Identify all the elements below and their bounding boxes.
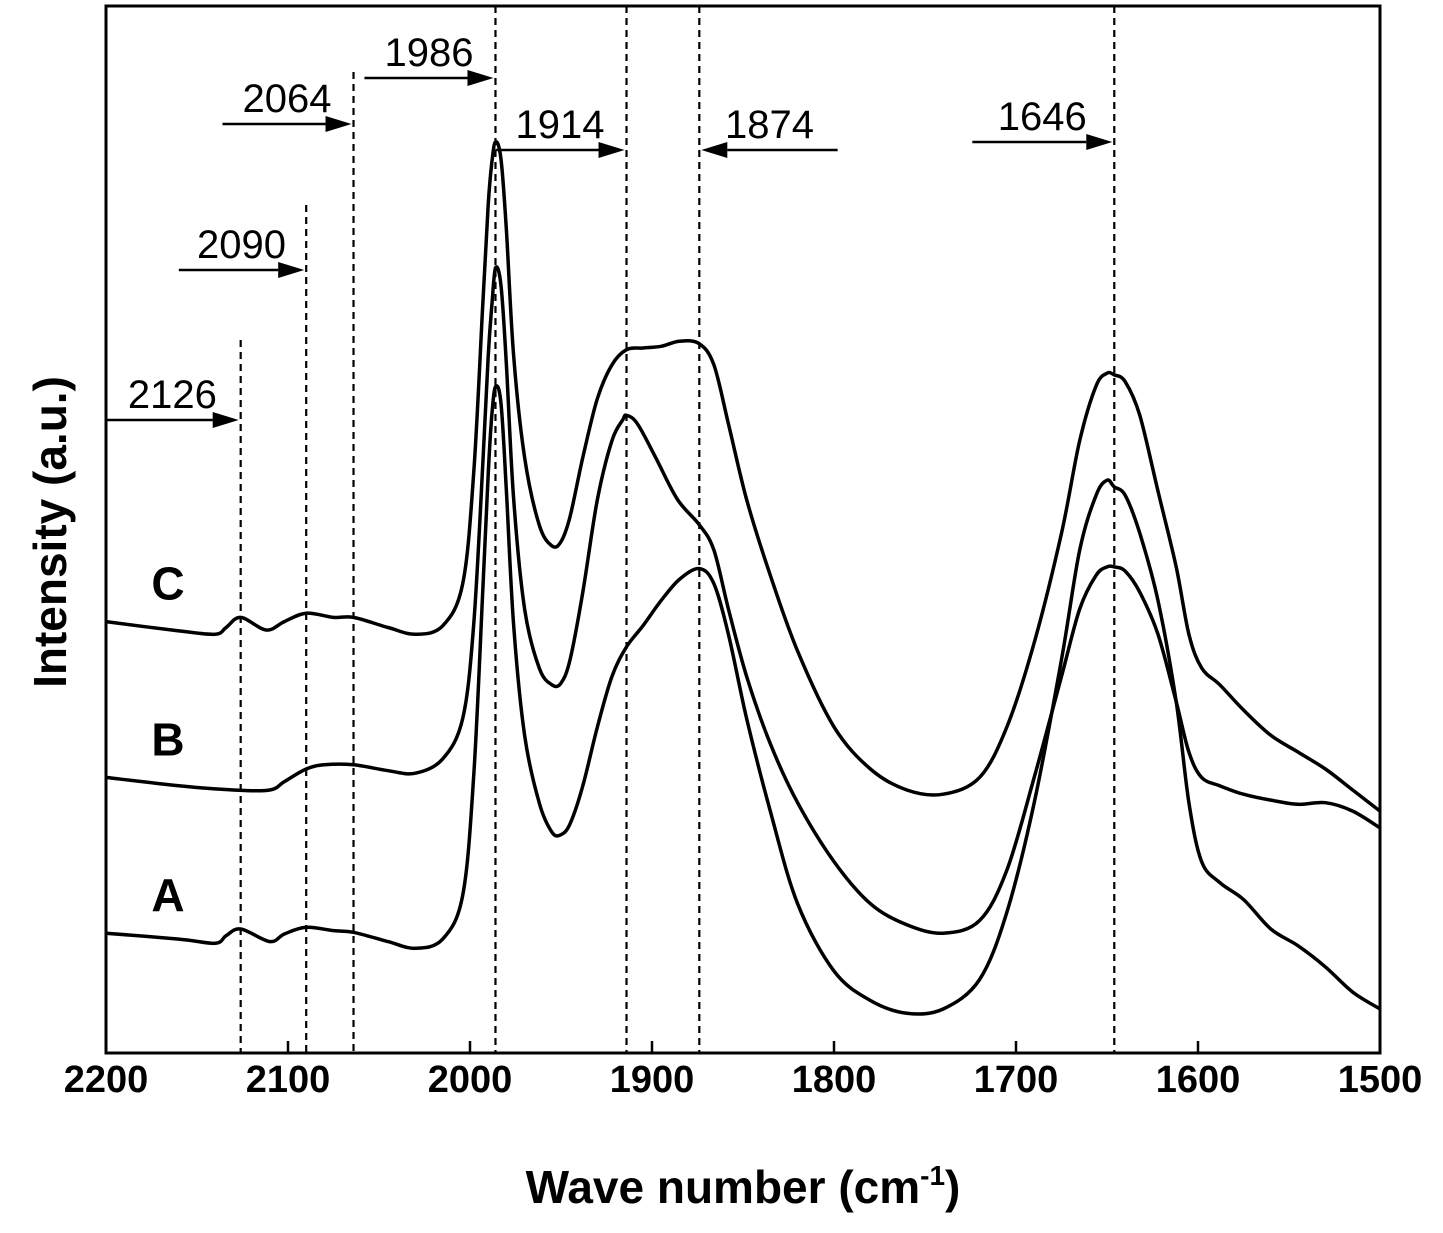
x-axis-title: Wave number (cm-1) (526, 1160, 961, 1213)
arrow-head-1646 (1086, 134, 1113, 150)
spectrum-curve-B (105, 265, 1381, 935)
peak-label-1986: 1986 (384, 31, 473, 75)
arrow-head-1914 (598, 142, 625, 158)
arrow-head-1874 (701, 142, 728, 158)
peak-label-2126: 2126 (128, 373, 217, 417)
plot-frame (104, 4, 1382, 1055)
arrow-head-2064 (325, 116, 352, 132)
peak-label-1874: 1874 (725, 103, 814, 147)
x-tick-label-2000: 2000 (428, 1059, 513, 1101)
curve-label-B: B (151, 713, 184, 765)
x-tick-label-1800: 1800 (792, 1059, 877, 1101)
x-tick-label-2200: 2200 (64, 1059, 149, 1101)
y-axis-title: Intensity (a.u.) (24, 376, 76, 688)
curve-labels: A B C (151, 558, 184, 922)
plot-area: 2126 2090 2064 1986 1914 1874 1646 A B C 2200 210… (64, 4, 1423, 1101)
reference-lines: 2126 2090 2064 1986 1914 1874 1646 (106, 6, 1116, 1053)
x-tick-label-1900: 1900 (610, 1059, 695, 1101)
x-tick-label-1600: 1600 (1156, 1059, 1241, 1101)
x-axis-title-main: Wave number (cm (526, 1161, 921, 1213)
arrow-head-2090 (278, 262, 305, 278)
arrow-head-2126 (212, 412, 239, 428)
curve-label-C: C (151, 558, 184, 610)
spectrum-curve-C (105, 139, 1382, 813)
spectrum-curve-A (105, 384, 1381, 1016)
x-tick-label-2100: 2100 (246, 1059, 331, 1101)
x-axis-title-superscript: -1 (920, 1160, 945, 1191)
spectrum-curves (105, 139, 1382, 1016)
x-tick-label-1500: 1500 (1338, 1059, 1423, 1101)
peak-label-2090: 2090 (197, 223, 286, 267)
curve-label-A: A (151, 869, 184, 921)
arrow-head-1986 (467, 70, 494, 86)
x-axis-title-end: ) (945, 1161, 960, 1213)
peak-label-1914: 1914 (516, 103, 605, 147)
x-axis-ticks: 2200 2100 2000 1900 1800 1700 1600 1500 (64, 1041, 1423, 1101)
peak-label-1646: 1646 (998, 95, 1087, 139)
x-tick-label-1700: 1700 (974, 1059, 1059, 1101)
peak-label-2064: 2064 (243, 77, 332, 121)
